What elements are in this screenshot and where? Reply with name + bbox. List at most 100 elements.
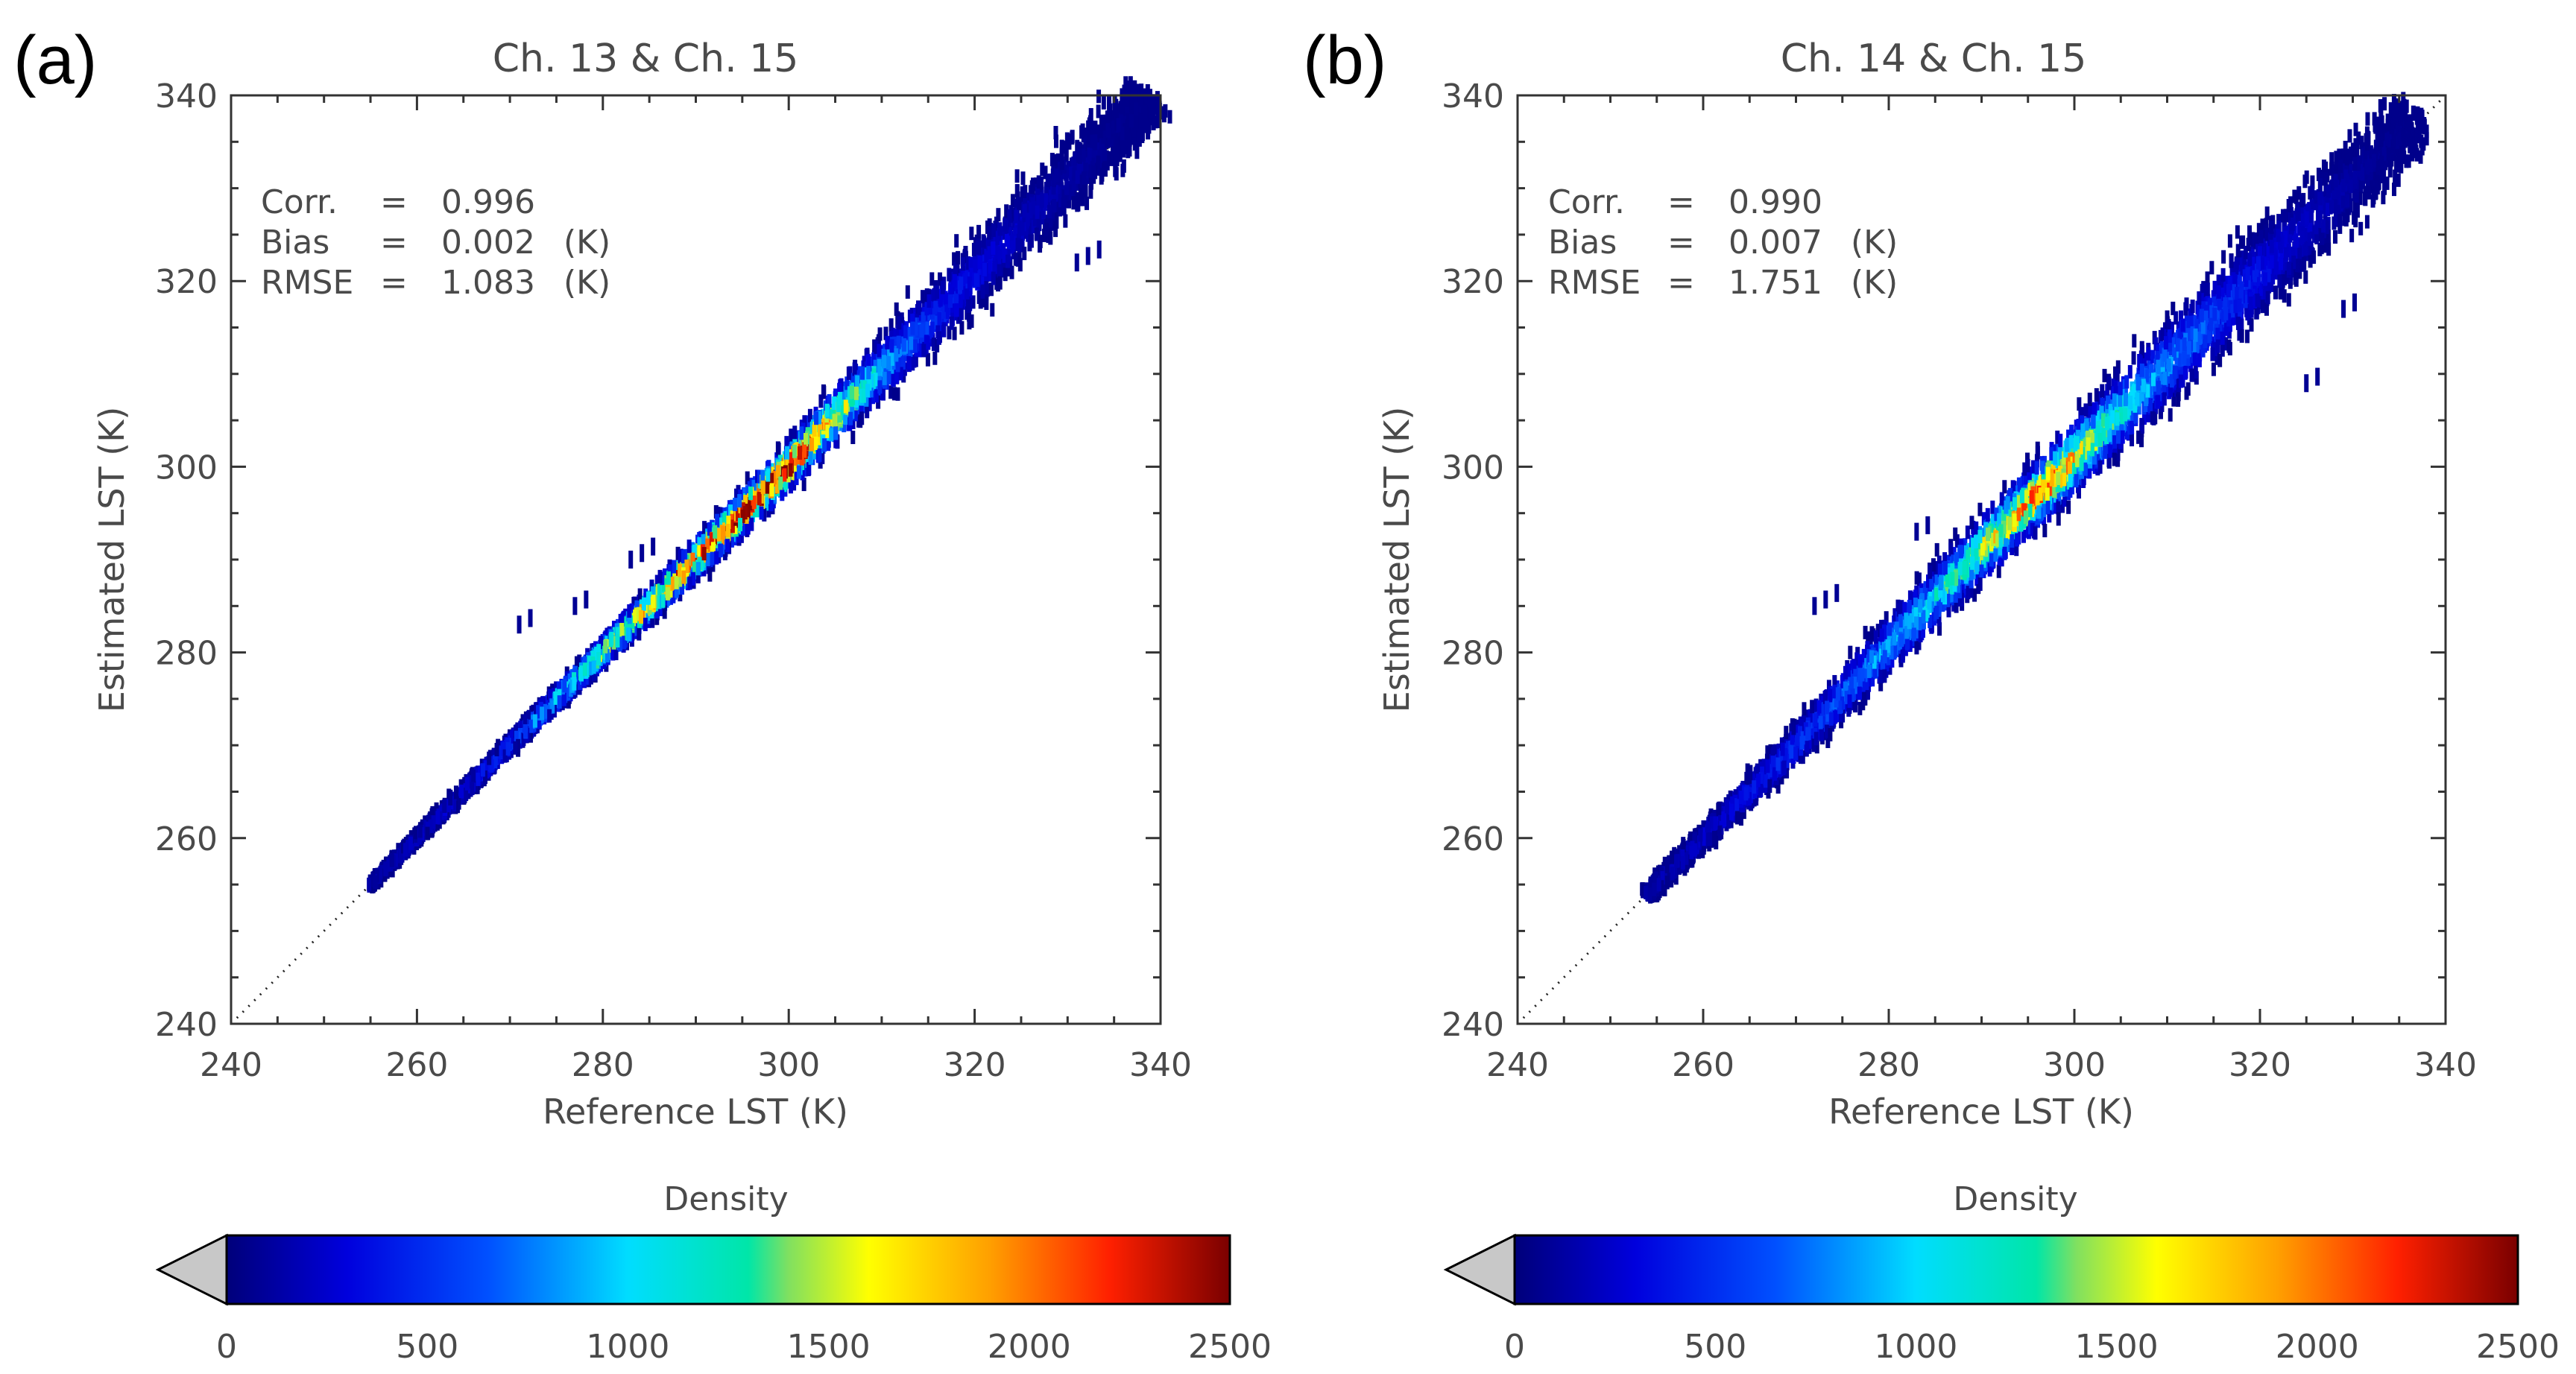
density-point bbox=[818, 394, 824, 408]
density-point bbox=[660, 594, 666, 608]
density-point bbox=[774, 480, 780, 494]
density-point bbox=[929, 272, 935, 286]
density-point bbox=[807, 418, 812, 432]
stat-eq: = bbox=[380, 264, 408, 302]
density-point bbox=[837, 383, 842, 397]
density-point bbox=[1048, 231, 1053, 245]
density-point bbox=[523, 714, 528, 728]
density-point bbox=[680, 581, 685, 595]
density-point bbox=[1049, 176, 1054, 190]
density-point bbox=[881, 355, 886, 369]
density-point bbox=[970, 295, 976, 309]
density-point bbox=[1143, 104, 1148, 118]
density-point bbox=[1099, 139, 1104, 153]
density-point bbox=[745, 471, 750, 485]
density-point bbox=[934, 315, 939, 329]
density-point bbox=[735, 507, 740, 522]
density-point bbox=[789, 452, 794, 466]
density-point bbox=[808, 451, 813, 465]
outlier-point bbox=[517, 615, 522, 634]
density-point bbox=[625, 627, 631, 642]
density-point bbox=[1143, 119, 1148, 133]
density-point bbox=[487, 751, 492, 765]
density-point bbox=[1011, 217, 1017, 231]
density-point bbox=[1114, 145, 1120, 159]
density-point bbox=[514, 730, 519, 744]
density-point bbox=[1134, 102, 1139, 116]
density-point bbox=[956, 250, 961, 265]
density-point bbox=[686, 539, 692, 554]
density-point bbox=[1046, 205, 1052, 219]
density-point bbox=[1088, 108, 1093, 122]
density-point bbox=[919, 324, 924, 338]
density-point bbox=[886, 355, 891, 370]
density-point bbox=[657, 595, 662, 610]
density-point bbox=[674, 584, 679, 598]
density-point bbox=[643, 610, 648, 624]
density-point bbox=[743, 495, 748, 509]
outlier-point bbox=[1096, 240, 1102, 259]
density-point bbox=[775, 465, 780, 479]
density-point bbox=[1014, 169, 1020, 183]
density-point bbox=[885, 335, 890, 349]
density-point bbox=[903, 325, 908, 339]
density-point bbox=[1071, 177, 1076, 191]
density-point bbox=[2097, 391, 2103, 405]
density-point bbox=[1046, 194, 1051, 209]
density-point bbox=[695, 569, 701, 583]
density-point bbox=[1119, 113, 1124, 127]
density-point bbox=[991, 224, 996, 238]
density-point bbox=[997, 264, 1002, 278]
density-point bbox=[997, 250, 1003, 265]
x-tick-label: 340 bbox=[1129, 1046, 1192, 1084]
density-point bbox=[1039, 194, 1044, 208]
density-point bbox=[556, 681, 561, 695]
density-point bbox=[1095, 162, 1100, 176]
density-point bbox=[452, 798, 457, 812]
density-point bbox=[1007, 209, 1012, 224]
density-point bbox=[862, 355, 867, 370]
density-point bbox=[842, 419, 847, 433]
density-point bbox=[933, 300, 938, 314]
density-point bbox=[1036, 214, 1041, 228]
density-point bbox=[691, 572, 696, 586]
density-point bbox=[1954, 534, 1960, 548]
density-point bbox=[1099, 171, 1104, 185]
density-point bbox=[638, 610, 643, 624]
density-point bbox=[2188, 358, 2194, 373]
density-point bbox=[1051, 165, 1056, 180]
density-point bbox=[1066, 194, 1071, 209]
density-point bbox=[562, 679, 567, 693]
density-point bbox=[1093, 134, 1098, 148]
density-point bbox=[955, 259, 960, 273]
density-point bbox=[897, 358, 903, 372]
density-point bbox=[1043, 165, 1048, 180]
density-point bbox=[898, 367, 903, 381]
density-point bbox=[543, 696, 549, 710]
density-point bbox=[992, 260, 997, 274]
density-point bbox=[969, 227, 974, 241]
density-point bbox=[1107, 107, 1112, 121]
panel-a-stats-box: Corr. = 0.996 Bias = 0.002 (K) RMSE = 1.… bbox=[261, 183, 610, 302]
density-point bbox=[757, 492, 762, 506]
density-point bbox=[943, 291, 948, 305]
density-point bbox=[413, 826, 418, 840]
density-point bbox=[1136, 92, 1141, 106]
density-point bbox=[824, 403, 830, 417]
density-point bbox=[1137, 133, 1142, 147]
outlier-point bbox=[572, 597, 578, 615]
density-point bbox=[1028, 202, 1033, 216]
density-point bbox=[889, 352, 894, 367]
density-point bbox=[2387, 164, 2393, 178]
density-point bbox=[966, 256, 971, 270]
density-point bbox=[938, 272, 943, 286]
density-point bbox=[1114, 133, 1119, 147]
density-point bbox=[877, 344, 882, 358]
density-point bbox=[997, 222, 1003, 236]
density-point bbox=[888, 385, 894, 399]
density-point bbox=[1096, 104, 1101, 118]
density-point bbox=[925, 352, 930, 367]
density-point bbox=[1101, 130, 1106, 145]
density-point bbox=[1096, 155, 1101, 169]
density-point bbox=[1151, 116, 1156, 130]
